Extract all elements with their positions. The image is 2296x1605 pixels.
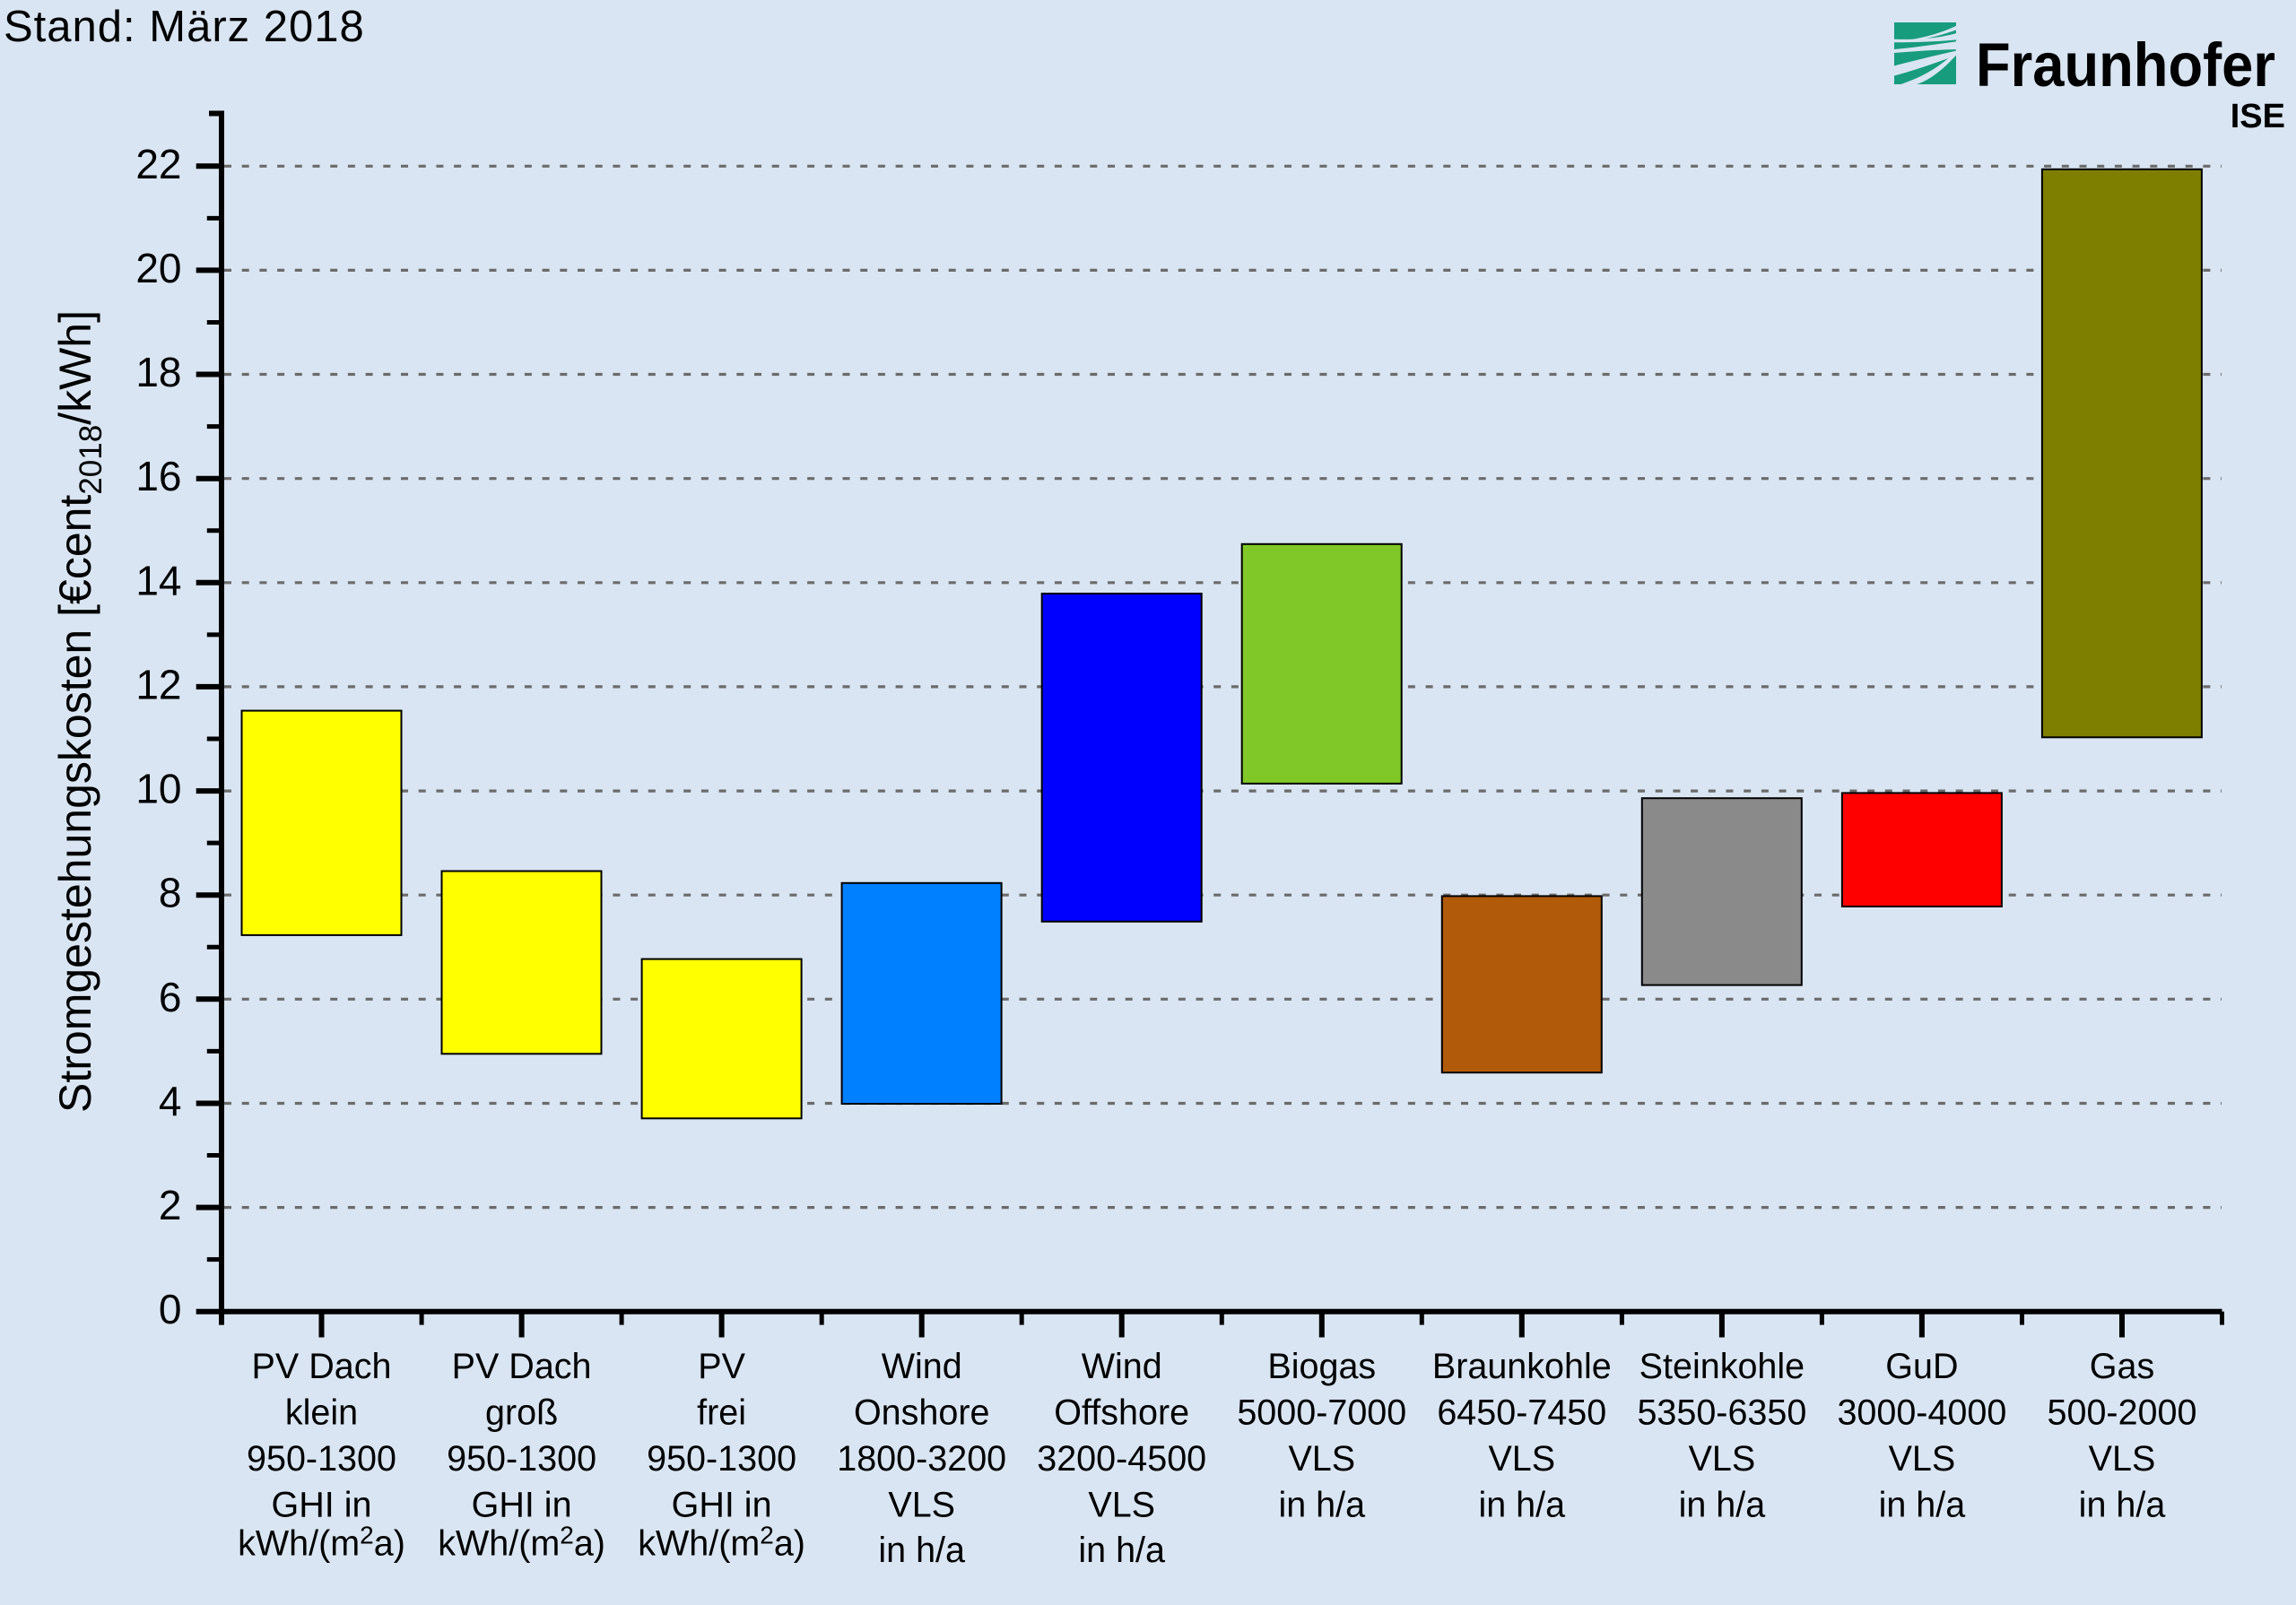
svg-text:6: 6 <box>159 974 182 1020</box>
svg-text:groß: groß <box>485 1393 558 1433</box>
svg-text:in h/a: in h/a <box>1679 1486 1766 1525</box>
svg-text:VLS: VLS <box>2089 1439 2156 1479</box>
svg-text:950-1300: 950-1300 <box>247 1439 396 1479</box>
svg-text:10: 10 <box>135 766 181 812</box>
svg-text:Offshore: Offshore <box>1054 1393 1189 1433</box>
svg-text:Stand: März 2018: Stand: März 2018 <box>4 3 365 51</box>
svg-text:1800-3200: 1800-3200 <box>837 1439 1006 1479</box>
svg-text:500-2000: 500-2000 <box>2048 1393 2197 1433</box>
svg-text:PV Dach: PV Dach <box>452 1347 592 1386</box>
svg-text:950-1300: 950-1300 <box>447 1439 596 1479</box>
svg-text:kWh/(m2a): kWh/(m2a) <box>238 1522 405 1564</box>
svg-text:14: 14 <box>135 557 181 603</box>
svg-text:16: 16 <box>135 453 181 499</box>
svg-text:2: 2 <box>159 1182 182 1228</box>
svg-text:in h/a: in h/a <box>1078 1531 1165 1570</box>
svg-text:VLS: VLS <box>1088 1486 1155 1525</box>
svg-text:VLS: VLS <box>888 1486 955 1525</box>
svg-text:GHI in: GHI in <box>672 1486 772 1525</box>
svg-text:frei: frei <box>697 1393 746 1433</box>
svg-text:VLS: VLS <box>1689 1439 1756 1479</box>
svg-text:3000-4000: 3000-4000 <box>1837 1393 2006 1433</box>
svg-text:kWh/(m2a): kWh/(m2a) <box>638 1522 805 1564</box>
svg-text:VLS: VLS <box>1889 1439 1956 1479</box>
svg-text:kWh/(m2a): kWh/(m2a) <box>438 1522 605 1564</box>
svg-text:in h/a: in h/a <box>2079 1486 2166 1525</box>
svg-text:18: 18 <box>135 349 181 395</box>
svg-text:VLS: VLS <box>1488 1439 1555 1479</box>
svg-text:klein: klein <box>285 1393 358 1433</box>
svg-text:4: 4 <box>159 1078 182 1124</box>
svg-text:Stromgestehungskosten [€cent20: Stromgestehungskosten [€cent2018/kWh] <box>50 310 109 1113</box>
svg-text:VLS: VLS <box>1288 1439 1355 1479</box>
svg-text:Onshore: Onshore <box>854 1393 990 1433</box>
svg-text:0: 0 <box>159 1286 182 1332</box>
svg-text:Biogas: Biogas <box>1267 1347 1376 1386</box>
svg-text:PV: PV <box>698 1347 745 1386</box>
svg-text:22: 22 <box>135 141 181 187</box>
svg-text:5000-7000: 5000-7000 <box>1237 1393 1406 1433</box>
svg-text:in h/a: in h/a <box>878 1531 965 1570</box>
svg-text:GuD: GuD <box>1885 1347 1958 1386</box>
svg-text:6450-7450: 6450-7450 <box>1437 1393 1606 1433</box>
svg-text:Wind: Wind <box>882 1347 962 1386</box>
svg-text:in h/a: in h/a <box>1478 1486 1565 1525</box>
svg-text:Fraunhofer: Fraunhofer <box>1976 30 2275 100</box>
svg-text:5350-6350: 5350-6350 <box>1637 1393 1806 1433</box>
svg-text:12: 12 <box>135 661 181 707</box>
svg-text:Wind: Wind <box>1082 1347 1162 1386</box>
svg-text:in h/a: in h/a <box>1278 1486 1365 1525</box>
svg-text:8: 8 <box>159 870 182 916</box>
svg-text:950-1300: 950-1300 <box>647 1439 796 1479</box>
svg-text:Braunkohle: Braunkohle <box>1432 1347 1612 1386</box>
svg-text:PV Dach: PV Dach <box>252 1347 392 1386</box>
svg-text:GHI in: GHI in <box>272 1486 372 1525</box>
svg-text:in h/a: in h/a <box>1879 1486 1966 1525</box>
svg-text:20: 20 <box>135 245 181 291</box>
svg-text:ISE: ISE <box>2231 98 2285 135</box>
svg-text:Steinkohle: Steinkohle <box>1639 1347 1805 1386</box>
svg-text:Gas: Gas <box>2090 1347 2154 1386</box>
svg-text:3200-4500: 3200-4500 <box>1037 1439 1206 1479</box>
svg-text:GHI in: GHI in <box>472 1486 572 1525</box>
